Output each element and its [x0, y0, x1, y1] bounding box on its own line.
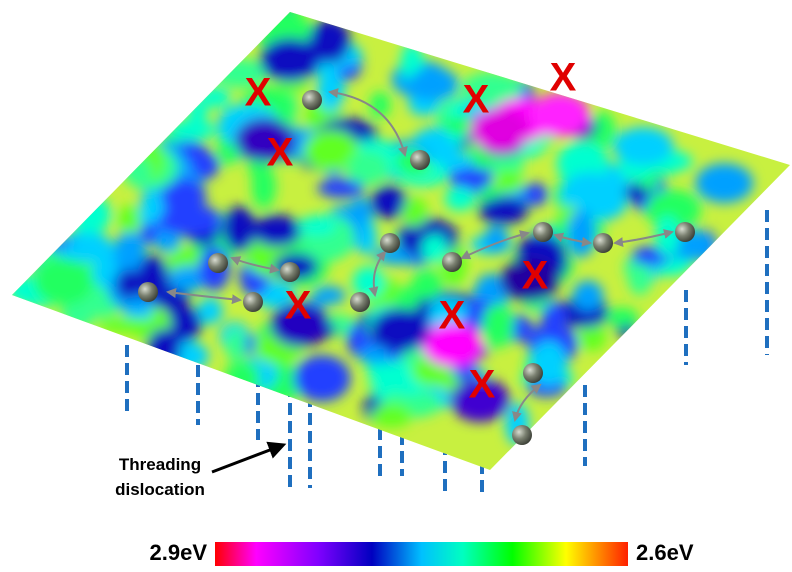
terrain-patch: [198, 298, 223, 325]
terrain-patch: [317, 70, 345, 111]
terrain-patch: [371, 404, 413, 428]
terrain-patch: [573, 281, 604, 312]
terrain-patch: [482, 303, 514, 348]
defect-x: X: [267, 131, 294, 175]
terrain-patch: [116, 269, 141, 298]
colorbar-label: 2.6eV: [636, 540, 694, 565]
defect-x: X: [469, 363, 496, 407]
terrain-patch: [294, 355, 351, 402]
terrain-patch: [484, 225, 509, 252]
terrain-patch: [408, 67, 459, 101]
terrain-patch: [131, 157, 152, 187]
annotation-arrow: [212, 445, 283, 472]
terrain-patch: [606, 307, 639, 326]
defect-x: X: [522, 254, 549, 298]
figure: X X X X X X X X Threading dislocation 2.…: [0, 0, 792, 572]
terrain-patch: [656, 215, 680, 257]
terrain-patch: [313, 286, 346, 304]
terrain-patch: [169, 120, 216, 140]
annotation-line: Threading: [119, 455, 201, 474]
terrain-patch: [253, 215, 302, 247]
defect-x: X: [285, 284, 312, 328]
terrain-patch: [71, 195, 111, 234]
defect-x: X: [439, 294, 466, 338]
terrain-patch: [346, 151, 389, 185]
terrain-patch: [567, 210, 596, 257]
terrain-patch: [298, 216, 336, 236]
terrain-patch: [613, 127, 673, 165]
colorbar: [215, 542, 628, 566]
terrain-patch: [478, 197, 528, 225]
terrain-patch: [118, 205, 141, 233]
terrain-patch: [224, 361, 260, 395]
colorbar-label: 2.9eV: [150, 540, 208, 565]
terrain-patch: [222, 206, 256, 252]
annotation-line: dislocation: [115, 480, 205, 499]
terrain-patch: [402, 197, 427, 227]
terrain-patch: [97, 317, 157, 333]
terrain-peak: [530, 93, 590, 137]
terrain-patch: [370, 92, 391, 119]
defect-x: X: [463, 78, 490, 122]
defect-x: X: [550, 56, 577, 100]
terrain-patch: [225, 327, 246, 362]
terrain-patch: [34, 258, 93, 305]
terrain-patch: [445, 187, 475, 211]
terrain-patch: [371, 185, 408, 218]
terrain-patch: [625, 185, 649, 202]
defect-x: X: [245, 71, 272, 115]
terrain-patch: [159, 204, 222, 236]
terrain-patch: [265, 6, 303, 39]
terrain-patch: [187, 100, 208, 122]
terrain-patch: [695, 163, 753, 203]
terrain-patch: [147, 328, 181, 371]
terrain-peak: [370, 308, 430, 352]
terrain-patch: [496, 169, 522, 193]
